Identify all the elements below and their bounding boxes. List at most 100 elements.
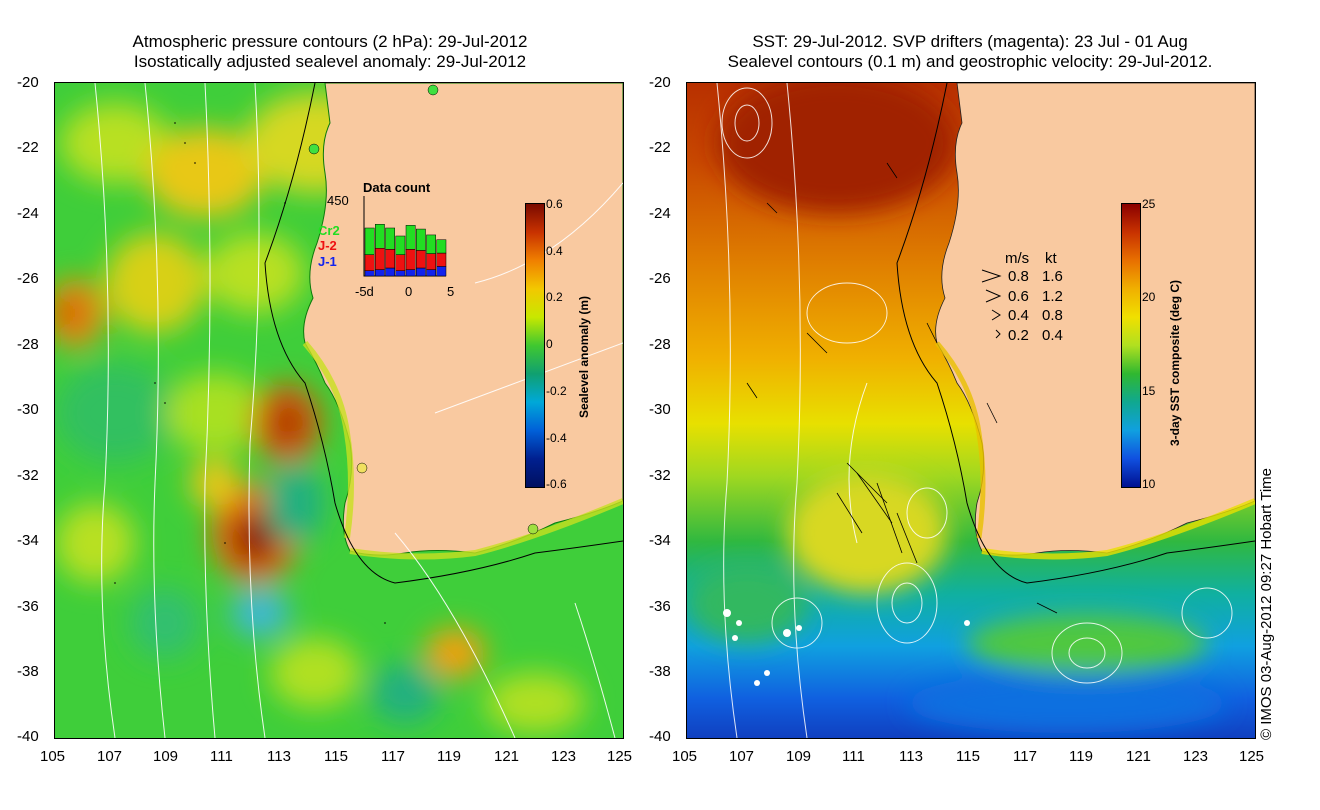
left-colorbar (525, 203, 545, 488)
data-count-max: 450 (327, 193, 349, 208)
left-x-tick: 105 (40, 748, 66, 765)
data-count-bar-cr2 (405, 225, 416, 250)
right-x-tick: 113 (899, 748, 923, 765)
right-y-tick: -20 (649, 74, 671, 91)
right-y-tick: -34 (649, 532, 671, 549)
data-count-bar-j1 (385, 267, 395, 277)
right-cb-tick: 15 (1142, 384, 1156, 398)
left-title-line2: Isostatically adjusted sealevel anomaly:… (133, 52, 527, 71)
right-x-tick: 125 (1239, 748, 1265, 765)
left-sealevel-map (54, 82, 624, 739)
left-y-tick: -38 (17, 663, 39, 680)
data-count-x-tick: -5d (355, 284, 374, 299)
right-title-line2: Sealevel contours (0.1 m) and geostrophi… (727, 52, 1213, 71)
velocity-legend-kt: 0.8 (1042, 307, 1063, 324)
velocity-legend-ms: 0.8 (1008, 268, 1029, 285)
left-x-tick: 119 (437, 748, 461, 765)
data-count-legend-cr2: Cr2 (318, 223, 340, 238)
data-count-x-tick: 5 (447, 284, 455, 299)
left-y-tick: -24 (17, 205, 39, 222)
data-count-bar-j1 (405, 269, 416, 277)
right-x-tick: 109 (786, 748, 812, 765)
left-x-tick: 115 (324, 748, 348, 765)
right-y-tick: -30 (649, 401, 671, 418)
right-sst-map (686, 82, 1256, 739)
data-count-legend-j2: J-2 (318, 238, 337, 253)
velocity-legend-kt: 1.2 (1042, 288, 1063, 305)
velocity-legend-ms: 0.6 (1008, 288, 1029, 305)
left-colorbar-gradient (526, 204, 544, 487)
data-count-bar-j1 (436, 266, 447, 277)
left-x-tick: 109 (153, 748, 179, 765)
left-cb-tick: 0.6 (546, 197, 563, 211)
data-count-bar-j2 (426, 253, 436, 270)
data-count-bar-j1 (426, 269, 436, 277)
left-y-tick: -20 (17, 74, 39, 91)
data-count-bar-j1 (375, 269, 385, 277)
right-x-tick: 105 (672, 748, 698, 765)
left-x-tick: 107 (97, 748, 123, 765)
data-count-bar-j1 (395, 270, 406, 277)
left-y-tick: -26 (17, 270, 39, 287)
left-cb-tick: 0.2 (546, 290, 563, 304)
left-y-tick: -22 (17, 139, 39, 156)
right-x-tick: 117 (1013, 748, 1037, 765)
left-x-tick: 111 (210, 748, 233, 765)
right-map-graphic (687, 83, 1255, 738)
velocity-legend-ms: 0.2 (1008, 327, 1029, 344)
data-count-title: Data count (363, 180, 431, 195)
right-colorbar (1121, 203, 1141, 488)
right-x-tick: 121 (1126, 748, 1152, 765)
data-count-chart (363, 196, 447, 277)
data-count-bar-j2 (385, 249, 395, 269)
right-x-tick: 115 (956, 748, 980, 765)
data-count-bar-j1 (364, 270, 375, 277)
right-title-line1: SST: 29-Jul-2012. SVP drifters (magenta)… (752, 32, 1188, 51)
left-y-tick: -32 (17, 467, 39, 484)
left-map-graphic (55, 83, 623, 738)
velocity-legend-kt: 0.4 (1042, 327, 1063, 344)
right-y-tick: -36 (649, 598, 671, 615)
right-colorbar-gradient (1122, 204, 1140, 487)
right-y-tick: -28 (649, 336, 671, 353)
data-count-bar-cr2 (416, 228, 426, 251)
left-title-line1: Atmospheric pressure contours (2 hPa): 2… (132, 32, 528, 51)
left-y-tick: -36 (17, 598, 39, 615)
right-y-tick: -40 (649, 728, 671, 745)
left-x-tick: 123 (551, 748, 577, 765)
velocity-legend-kt: 1.6 (1042, 268, 1063, 285)
data-count-bar-j2 (436, 252, 447, 267)
right-cb-tick: 10 (1142, 477, 1156, 491)
left-cb-tick: -0.4 (546, 431, 567, 445)
data-count-bar-j2 (395, 254, 406, 271)
data-count-bar-j2 (416, 250, 426, 269)
left-cb-tick: -0.2 (546, 384, 567, 398)
data-count-bar-j1 (416, 267, 426, 277)
velocity-legend-arrows (981, 269, 1002, 339)
imos-credit: © IMOS 03-Aug-2012 09:27 Hobart Time (1258, 467, 1275, 740)
data-count-bar-j2 (364, 254, 375, 271)
data-count-bar-cr2 (385, 227, 395, 250)
left-colorbar-label: Sealevel anomaly (m) (577, 295, 591, 418)
left-y-tick: -30 (17, 401, 39, 418)
data-count-x-tick: 0 (405, 284, 413, 299)
right-y-tick: -38 (649, 663, 671, 680)
data-count-bar-cr2 (375, 224, 385, 249)
right-cb-tick: 20 (1142, 290, 1156, 304)
left-cb-tick: 0 (546, 337, 553, 351)
left-y-tick: -34 (17, 532, 39, 549)
data-count-bar-cr2 (364, 227, 375, 255)
left-cb-tick: 0.4 (546, 244, 563, 258)
right-x-tick: 123 (1183, 748, 1209, 765)
right-y-tick: -32 (649, 467, 671, 484)
data-count-legend-j1: J-1 (318, 254, 337, 269)
right-x-tick: 107 (729, 748, 755, 765)
velocity-legend-header-kt: kt (1045, 250, 1057, 267)
right-x-tick: 119 (1069, 748, 1093, 765)
left-y-tick: -28 (17, 336, 39, 353)
right-cb-tick: 25 (1142, 197, 1156, 211)
right-y-tick: -22 (649, 139, 671, 156)
left-x-tick: 117 (381, 748, 405, 765)
left-x-tick: 113 (267, 748, 291, 765)
data-count-bar-cr2 (395, 235, 406, 255)
